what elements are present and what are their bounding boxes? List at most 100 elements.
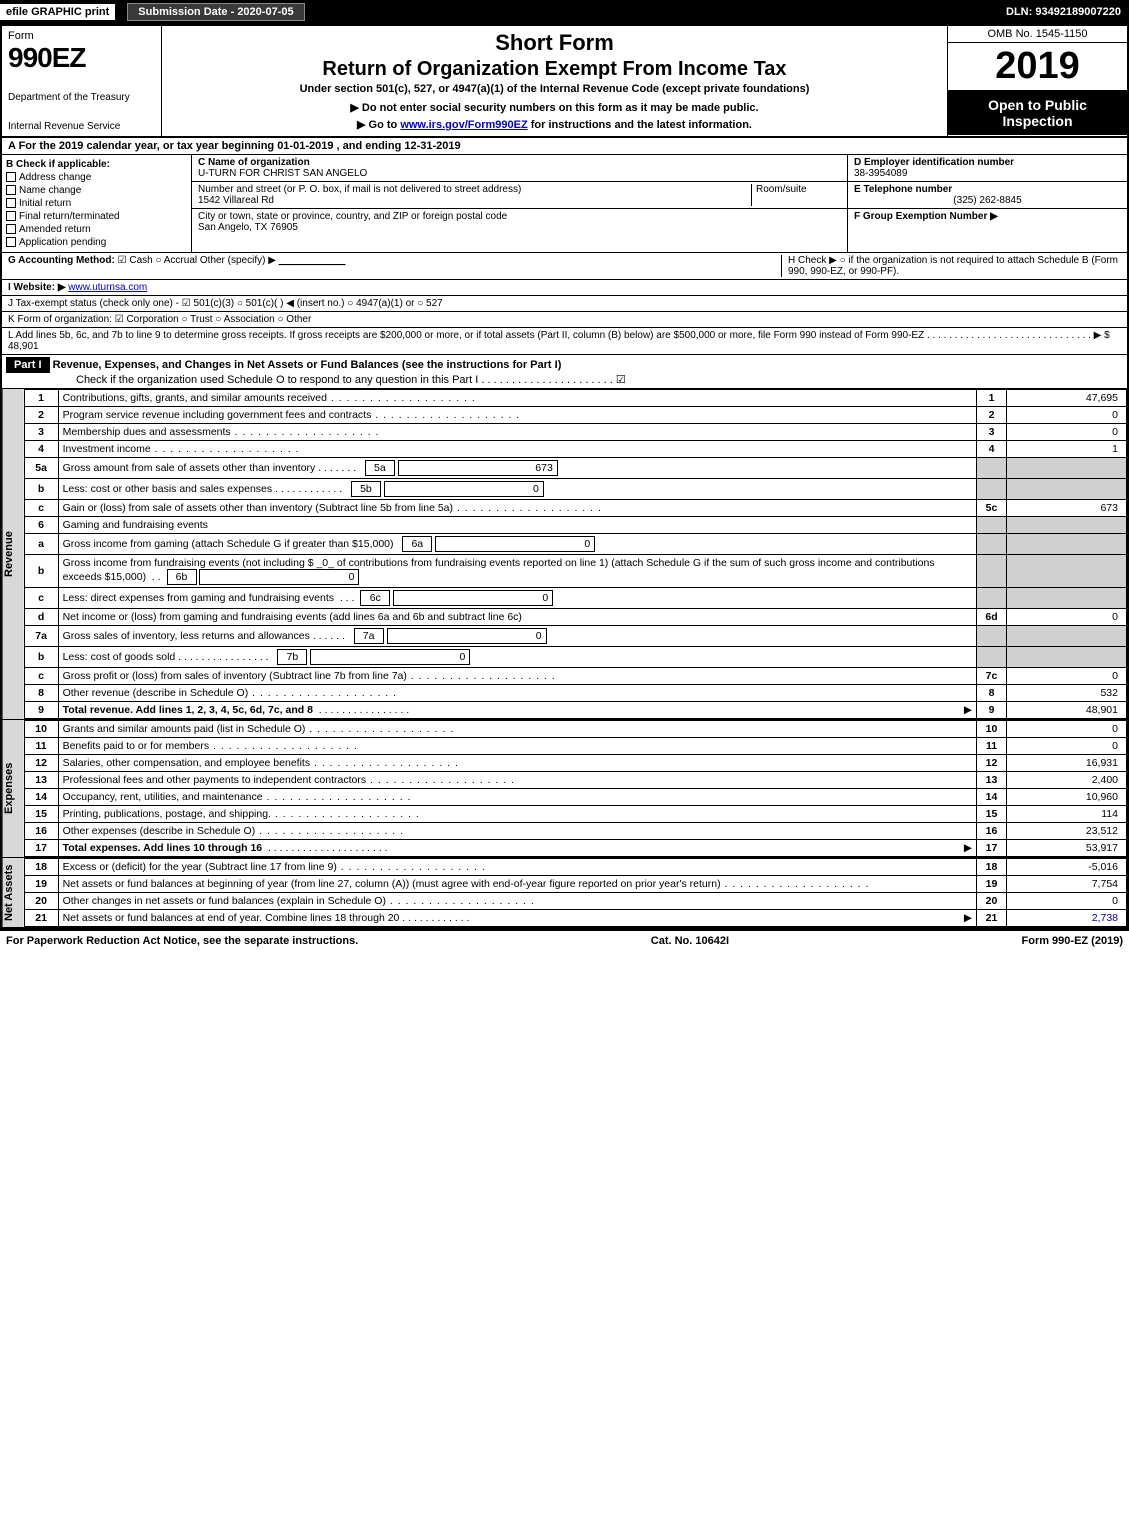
line-6c: cLess: direct expenses from gaming and f… (24, 588, 1126, 609)
line-5c: cGain or (loss) from sale of assets othe… (24, 500, 1126, 517)
line-7c: cGross profit or (loss) from sales of in… (24, 668, 1126, 685)
box-l: L Add lines 5b, 6c, and 7b to line 9 to … (2, 328, 1127, 355)
calendar-year-line: A For the 2019 calendar year, or tax yea… (2, 138, 1127, 155)
goto-link[interactable]: www.irs.gov/Form990EZ (400, 119, 527, 131)
org-name-label: C Name of organization (198, 157, 310, 168)
goto-pre: ▶ Go to (357, 119, 400, 131)
line-17: 17Total expenses. Add lines 10 through 1… (24, 840, 1126, 857)
revenue-table: 1Contributions, gifts, grants, and simil… (24, 389, 1127, 719)
street-label: Number and street (or P. O. box, if mail… (198, 184, 521, 195)
city: San Angelo, TX 76905 (198, 222, 298, 233)
form-number: 990EZ (8, 42, 155, 74)
org-name: U-TURN FOR CHRIST SAN ANGELO (198, 168, 367, 179)
box-j: J Tax-exempt status (check only one) - ☑… (2, 296, 1127, 312)
group-exempt-label: F Group Exemption Number ▶ (854, 211, 998, 222)
part1-title: Revenue, Expenses, and Changes in Net As… (53, 359, 562, 371)
line-18: 18Excess or (deficit) for the year (Subt… (24, 859, 1126, 876)
chk-address[interactable]: Address change (6, 172, 187, 183)
line-16: 16Other expenses (describe in Schedule O… (24, 823, 1126, 840)
goto-post: for instructions and the latest informat… (528, 119, 752, 131)
line-7b: bLess: cost of goods sold . . . . . . . … (24, 647, 1126, 668)
phone: (325) 262-8845 (854, 195, 1121, 206)
street: 1542 Villareal Rd (198, 195, 274, 206)
line-6d: dNet income or (loss) from gaming and fu… (24, 609, 1126, 626)
line-8: 8Other revenue (describe in Schedule O)8… (24, 685, 1126, 702)
page-footer: For Paperwork Reduction Act Notice, see … (0, 931, 1129, 951)
box-k: K Form of organization: ☑ Corporation ○ … (2, 312, 1127, 328)
box-i: I Website: ▶ www.uturnsa.com (2, 280, 1127, 296)
box-c: C Name of organization U-TURN FOR CHRIST… (192, 155, 847, 252)
city-label: City or town, state or province, country… (198, 211, 507, 222)
footer-mid: Cat. No. 10642I (651, 935, 729, 947)
line-15: 15Printing, publications, postage, and s… (24, 806, 1126, 823)
website-link[interactable]: www.uturnsa.com (68, 282, 147, 293)
identity-block: B Check if applicable: Address change Na… (2, 155, 1127, 253)
header-left: Form 990EZ Department of the Treasury In… (2, 26, 162, 136)
line-4: 4Investment income41 (24, 441, 1126, 458)
box-g: G Accounting Method: ☑ Cash ○ Accrual Ot… (8, 255, 781, 277)
line-7a: 7aGross sales of inventory, less returns… (24, 626, 1126, 647)
room-label: Room/suite (756, 184, 807, 195)
line-5a: 5aGross amount from sale of assets other… (24, 458, 1126, 479)
chk-pending[interactable]: Application pending (6, 237, 187, 248)
line-19: 19Net assets or fund balances at beginni… (24, 876, 1126, 893)
line-12: 12Salaries, other compensation, and empl… (24, 755, 1126, 772)
footer-right: Form 990-EZ (2019) (1022, 935, 1123, 947)
line-2: 2Program service revenue including gover… (24, 407, 1126, 424)
line-3: 3Membership dues and assessments30 (24, 424, 1126, 441)
line-13: 13Professional fees and other payments t… (24, 772, 1126, 789)
chk-name[interactable]: Name change (6, 185, 187, 196)
part1-bar: Part I (6, 357, 50, 373)
top-bar: efile GRAPHIC print Submission Date - 20… (0, 0, 1129, 24)
line-10: 10Grants and similar amounts paid (list … (24, 721, 1126, 738)
goto-line: ▶ Go to www.irs.gov/Form990EZ for instru… (168, 118, 941, 131)
line-6a: aGross income from gaming (attach Schedu… (24, 534, 1126, 555)
line-14: 14Occupancy, rent, utilities, and mainte… (24, 789, 1126, 806)
box-b-title: B Check if applicable: (6, 159, 187, 170)
netassets-table: 18Excess or (deficit) for the year (Subt… (24, 858, 1127, 927)
line-6b: bGross income from fundraising events (n… (24, 555, 1126, 588)
netassets-section: Net Assets 18Excess or (deficit) for the… (2, 858, 1127, 929)
header-middle: Short Form Return of Organization Exempt… (162, 26, 947, 136)
under-section: Under section 501(c), 527, or 4947(a)(1)… (168, 83, 941, 95)
netassets-sidelabel: Net Assets (2, 858, 24, 927)
line-5b: bLess: cost or other basis and sales exp… (24, 479, 1126, 500)
line-21: 21Net assets or fund balances at end of … (24, 910, 1126, 927)
row-gh: G Accounting Method: ☑ Cash ○ Accrual Ot… (2, 253, 1127, 280)
footer-left: For Paperwork Reduction Act Notice, see … (6, 935, 358, 947)
expenses-section: Expenses 10Grants and similar amounts pa… (2, 720, 1127, 858)
ein-label: D Employer identification number (854, 157, 1014, 168)
box-def: D Employer identification number 38-3954… (847, 155, 1127, 252)
line-1: 1Contributions, gifts, grants, and simil… (24, 390, 1126, 407)
open-inspection: Open to Public Inspection (948, 91, 1127, 135)
dept-treasury: Department of the Treasury (8, 92, 155, 103)
irs: Internal Revenue Service (8, 121, 155, 132)
ein: 38-3954089 (854, 168, 907, 179)
line-20: 20Other changes in net assets or fund ba… (24, 893, 1126, 910)
box-b: B Check if applicable: Address change Na… (2, 155, 192, 252)
submission-date: Submission Date - 2020-07-05 (127, 3, 304, 21)
omb-number: OMB No. 1545-1150 (948, 26, 1127, 43)
form-container: Form 990EZ Department of the Treasury In… (0, 24, 1129, 931)
form-word: Form (8, 30, 155, 42)
expenses-sidelabel: Expenses (2, 720, 24, 857)
form-header: Form 990EZ Department of the Treasury In… (2, 26, 1127, 138)
efile-badge[interactable]: efile GRAPHIC print (0, 4, 115, 20)
line-11: 11Benefits paid to or for members110 (24, 738, 1126, 755)
line-9: 9Total revenue. Add lines 1, 2, 3, 4, 5c… (24, 702, 1126, 719)
short-form-title: Short Form (168, 30, 941, 56)
phone-label: E Telephone number (854, 184, 952, 195)
chk-initial[interactable]: Initial return (6, 198, 187, 209)
tax-year: 2019 (948, 43, 1127, 91)
return-title: Return of Organization Exempt From Incom… (168, 58, 941, 81)
chk-amended[interactable]: Amended return (6, 224, 187, 235)
part1-header: Part I Revenue, Expenses, and Changes in… (2, 355, 1127, 389)
chk-final[interactable]: Final return/terminated (6, 211, 187, 222)
ssn-note: ▶ Do not enter social security numbers o… (168, 101, 941, 114)
line-6: 6Gaming and fundraising events (24, 517, 1126, 534)
header-right: OMB No. 1545-1150 2019 Open to Public In… (947, 26, 1127, 136)
box-h: H Check ▶ ○ if the organization is not r… (781, 255, 1121, 277)
dln: DLN: 93492189007220 (1006, 6, 1129, 18)
revenue-section: Revenue 1Contributions, gifts, grants, a… (2, 389, 1127, 720)
revenue-sidelabel: Revenue (2, 389, 24, 719)
